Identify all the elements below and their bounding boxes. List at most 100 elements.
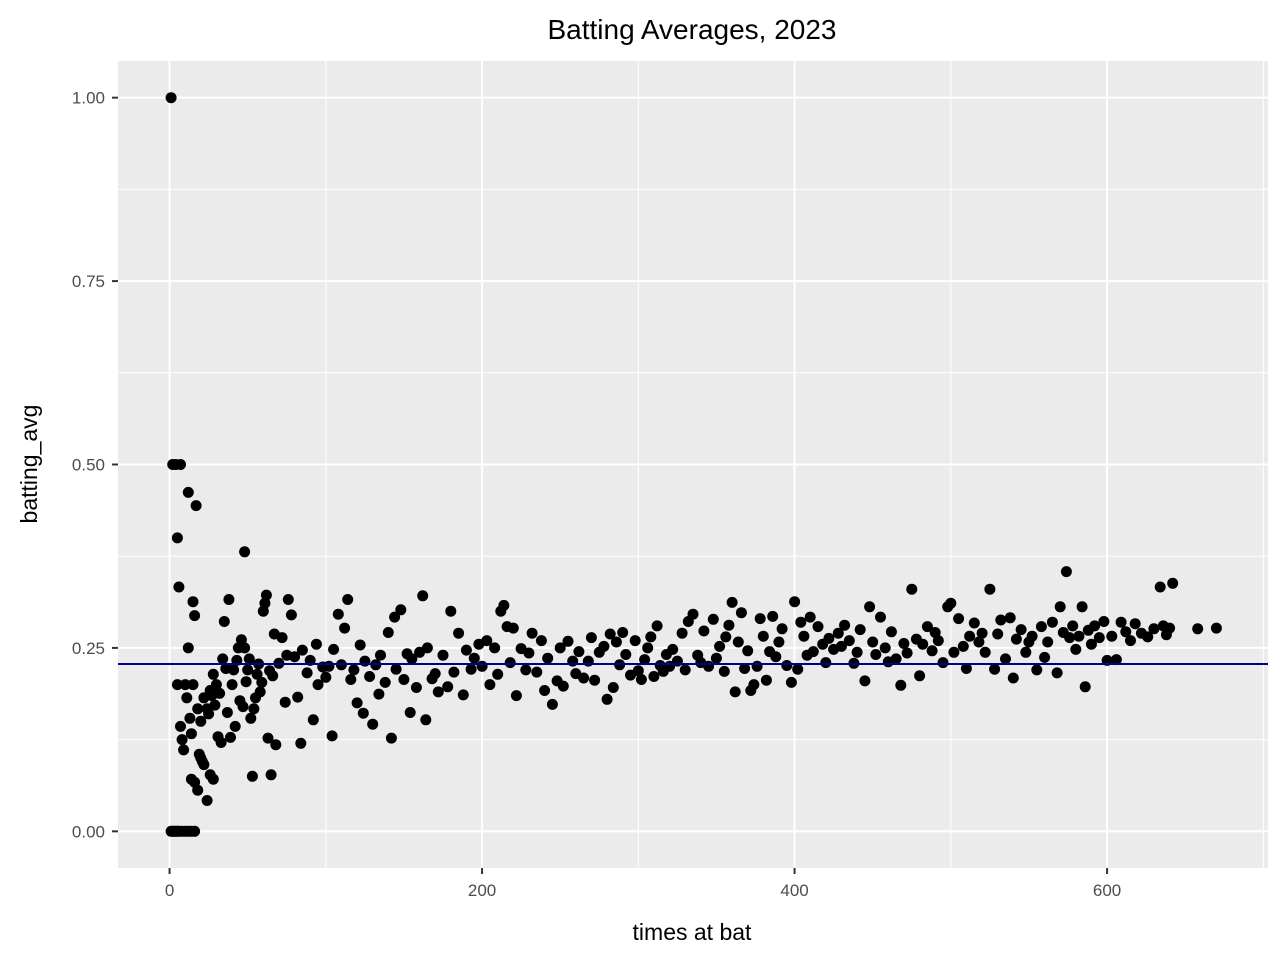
data-point xyxy=(598,640,610,652)
data-point xyxy=(854,624,866,636)
data-point xyxy=(181,692,193,704)
data-point xyxy=(895,679,907,691)
data-point xyxy=(1167,577,1179,589)
data-point xyxy=(754,613,766,625)
data-point xyxy=(945,597,957,609)
data-point xyxy=(437,649,449,661)
data-point xyxy=(1089,620,1101,632)
data-point xyxy=(404,707,416,718)
x-tick-label: 600 xyxy=(1093,881,1121,900)
data-point xyxy=(192,784,204,796)
data-point xyxy=(254,686,266,698)
data-point xyxy=(651,620,663,632)
data-point xyxy=(604,628,616,640)
data-point xyxy=(1154,581,1166,593)
data-point xyxy=(992,628,1004,640)
data-point xyxy=(239,642,251,654)
data-point xyxy=(807,646,819,658)
data-point xyxy=(228,664,240,676)
data-point xyxy=(1064,632,1076,644)
data-point xyxy=(165,92,177,104)
data-point xyxy=(229,720,241,732)
data-point xyxy=(859,675,871,687)
data-point xyxy=(256,676,268,688)
data-point xyxy=(1093,632,1105,644)
data-point xyxy=(417,590,429,602)
data-point xyxy=(328,643,340,655)
x-tick-label: 400 xyxy=(780,881,808,900)
data-point xyxy=(676,627,688,639)
data-point xyxy=(398,674,410,685)
data-point xyxy=(953,613,965,625)
data-point xyxy=(957,640,969,652)
data-point xyxy=(175,720,186,732)
data-point xyxy=(214,687,226,699)
data-point xyxy=(542,652,554,664)
data-point xyxy=(217,653,229,665)
data-point xyxy=(190,500,202,512)
data-point xyxy=(917,638,929,650)
data-point xyxy=(239,546,251,558)
data-point xyxy=(635,674,647,685)
data-point xyxy=(679,664,691,676)
data-point xyxy=(984,583,996,595)
data-point xyxy=(1010,633,1022,645)
data-point xyxy=(875,611,886,623)
data-point xyxy=(498,599,510,611)
data-point xyxy=(492,668,504,680)
data-point xyxy=(632,665,644,677)
data-point xyxy=(1015,624,1027,636)
data-point xyxy=(187,596,199,608)
data-point xyxy=(1035,621,1047,633)
data-point xyxy=(203,708,215,720)
data-point xyxy=(1067,620,1079,632)
data-point xyxy=(282,594,294,605)
data-point xyxy=(175,459,186,470)
data-point xyxy=(367,718,379,730)
x-axis: 0 200 400 600 xyxy=(165,868,1121,900)
data-point xyxy=(223,594,235,605)
data-point xyxy=(792,663,804,675)
data-point xyxy=(295,737,307,749)
data-point xyxy=(781,660,793,671)
data-point xyxy=(342,594,354,605)
data-point xyxy=(348,664,360,676)
data-point xyxy=(246,770,258,782)
data-point xyxy=(448,666,460,678)
data-point xyxy=(770,651,782,663)
data-point xyxy=(276,632,288,644)
data-point xyxy=(1110,654,1122,666)
data-point xyxy=(1073,630,1085,642)
data-point xyxy=(607,682,619,693)
data-point xyxy=(251,668,263,680)
data-point xyxy=(245,712,257,724)
data-point xyxy=(385,732,397,744)
data-point xyxy=(1020,646,1032,658)
data-point xyxy=(642,642,654,654)
data-point xyxy=(526,627,538,639)
data-point xyxy=(382,627,394,638)
data-point xyxy=(182,486,194,498)
data-point xyxy=(406,653,418,665)
data-point xyxy=(226,679,238,691)
data-point xyxy=(1076,601,1088,613)
data-point xyxy=(292,691,304,703)
data-point xyxy=(1079,681,1091,693)
data-point xyxy=(562,635,574,647)
y-tick-label: 0.25 xyxy=(72,639,105,658)
data-point xyxy=(468,652,480,664)
data-point xyxy=(864,601,876,613)
data-point xyxy=(667,643,679,655)
data-point xyxy=(178,744,190,756)
data-point xyxy=(1046,616,1058,628)
data-point xyxy=(179,679,191,691)
y-tick-label: 1.00 xyxy=(72,89,105,108)
data-point xyxy=(442,681,454,693)
data-point xyxy=(948,646,960,658)
data-point xyxy=(182,642,194,654)
data-point xyxy=(1039,651,1051,663)
data-point xyxy=(262,732,274,744)
y-axis: 0.00 0.25 0.50 0.75 1.00 xyxy=(72,89,118,841)
data-point xyxy=(932,635,944,647)
data-point xyxy=(851,646,863,658)
